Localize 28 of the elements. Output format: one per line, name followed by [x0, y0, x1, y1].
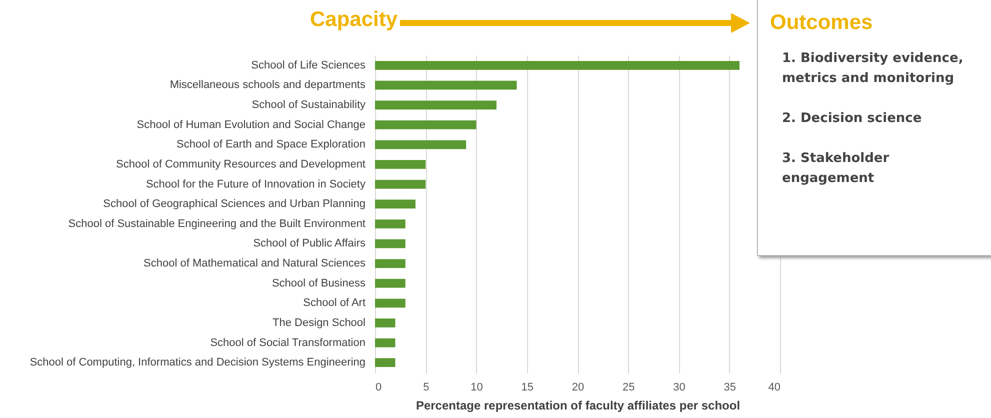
- y-tick-label: School of Community Resources and Development: [116, 158, 366, 170]
- y-tick-label: The Design School: [272, 316, 366, 329]
- y-tick-label: School of Art: [303, 297, 366, 310]
- x-tick-label: 5: [423, 382, 430, 394]
- x-tick-label: 10: [470, 382, 483, 394]
- y-tick-label: School of Geographical Sciences and Urban Planning: [103, 198, 366, 210]
- x-tick-label: 0: [376, 382, 382, 394]
- y-tick-label: School of Sustainability: [252, 99, 366, 112]
- x-tick-label: 40: [768, 382, 780, 394]
- y-tick-label: School for the Future of Innovation in Society: [146, 178, 366, 190]
- y-tick-label: School of Sustainable Engineering and the Built Environment: [68, 218, 366, 230]
- y-tick-label: Miscellaneous schools and departments: [170, 79, 366, 92]
- x-tick-label: 25: [622, 382, 635, 394]
- y-tick-label: School of Human Evolution and Social Change: [136, 118, 366, 131]
- x-tick-label: 35: [724, 382, 736, 394]
- x-tick-label: 20: [572, 382, 584, 394]
- chart-title: Capacity: [310, 8, 398, 32]
- y-tick-label: School of Earth and Space Exploration: [176, 138, 366, 151]
- y-tick-label: School of Business: [272, 277, 366, 290]
- y-tick-label: School of Mathematical and Natural Sciences: [144, 258, 366, 270]
- text-panel: Outcomes 1. Biodiversity evidence, metrics and monitoring 2. Decision science 3. Stakeholder engagement: [757, 0, 991, 256]
- x-tick-label: 30: [673, 382, 686, 394]
- y-tick-label: School of Public Affairs: [253, 238, 366, 250]
- y-tick-label: School of Social Transformation: [210, 336, 366, 349]
- x-axis-title: Percentage representation of faculty affiliates per school: [416, 398, 740, 412]
- y-tick-label: School of Computing, Informatics and Decision Systems Engineering: [30, 356, 366, 369]
- x-tick-label: 15: [521, 382, 534, 394]
- y-tick-label: School of Life Sciences: [251, 59, 366, 72]
